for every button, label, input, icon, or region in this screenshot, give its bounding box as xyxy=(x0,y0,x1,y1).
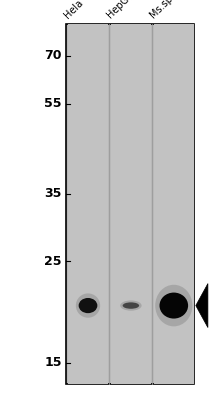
Ellipse shape xyxy=(76,294,100,318)
Text: Ms.spleen: Ms.spleen xyxy=(148,0,190,20)
Polygon shape xyxy=(196,284,208,328)
Bar xyxy=(111,24,151,384)
Text: 15: 15 xyxy=(44,356,62,370)
Text: 35: 35 xyxy=(44,187,62,200)
Ellipse shape xyxy=(155,285,192,326)
Bar xyxy=(66,24,194,384)
Ellipse shape xyxy=(120,300,142,311)
Bar xyxy=(154,24,194,384)
Text: Hela: Hela xyxy=(62,0,85,20)
Text: 70: 70 xyxy=(44,49,62,62)
Ellipse shape xyxy=(160,292,188,318)
Ellipse shape xyxy=(79,298,97,313)
Ellipse shape xyxy=(123,302,139,309)
Bar xyxy=(68,24,108,384)
Text: 55: 55 xyxy=(44,97,62,110)
Text: HepG2: HepG2 xyxy=(105,0,136,20)
Text: 25: 25 xyxy=(44,254,62,268)
